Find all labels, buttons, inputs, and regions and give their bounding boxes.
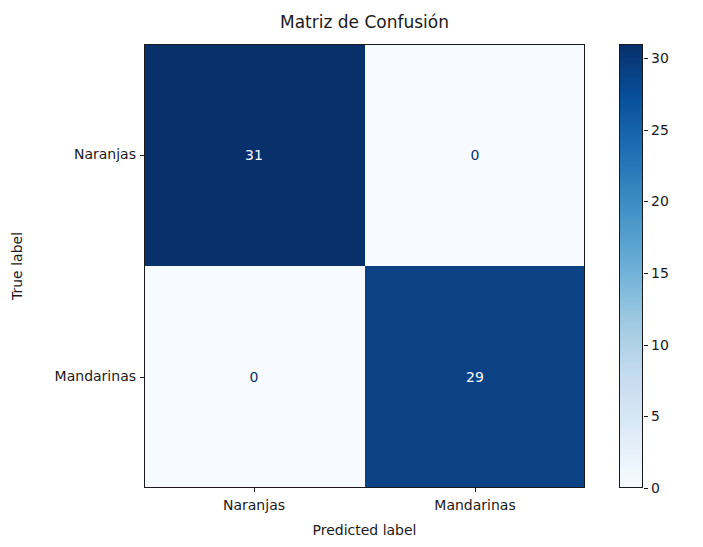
x-tick-label-naranjas: Naranjas (184, 497, 324, 514)
colorbar-tick-label-25: 25 (651, 122, 695, 139)
x-tick-mark (475, 488, 476, 492)
colorbar-tick-mark (644, 345, 648, 346)
y-tick-label-naranjas: Naranjas (0, 146, 136, 163)
cell-value-r0c1: 0 (471, 147, 480, 163)
colorbar-tick-mark (644, 488, 648, 489)
colorbar-tick-label-20: 20 (651, 193, 695, 210)
chart-title: Matriz de Confusión (144, 11, 585, 33)
x-axis-label: Predicted label (144, 521, 585, 539)
colorbar-tick-mark (644, 130, 648, 131)
colorbar-tick-label-5: 5 (651, 408, 695, 425)
y-axis-label: True label (9, 232, 25, 300)
y-tick-label-mandarinas: Mandarinas (0, 368, 136, 385)
x-tick-mark (254, 488, 255, 492)
y-tick-mark (140, 377, 144, 378)
colorbar-tick-mark (644, 416, 648, 417)
colorbar-tick-label-10: 10 (651, 337, 695, 354)
colorbar-tick-label-15: 15 (651, 265, 695, 282)
colorbar-tick-mark (644, 201, 648, 202)
heatmap-grid (144, 44, 585, 488)
colorbar-gradient (619, 44, 643, 488)
x-tick-label-mandarinas: Mandarinas (405, 497, 545, 514)
cell-value-r0c0: 31 (245, 147, 263, 163)
colorbar-tick-label-0: 0 (651, 480, 695, 497)
y-tick-mark (140, 155, 144, 156)
colorbar-tick-label-30: 30 (651, 50, 695, 67)
confusion-matrix-figure: Matriz de Confusión 31 0 0 29 Naranjas M… (0, 0, 703, 547)
cell-value-r1c0: 0 (250, 369, 259, 385)
colorbar-tick-mark (644, 58, 648, 59)
colorbar-tick-mark (644, 273, 648, 274)
cell-value-r1c1: 29 (466, 369, 484, 385)
